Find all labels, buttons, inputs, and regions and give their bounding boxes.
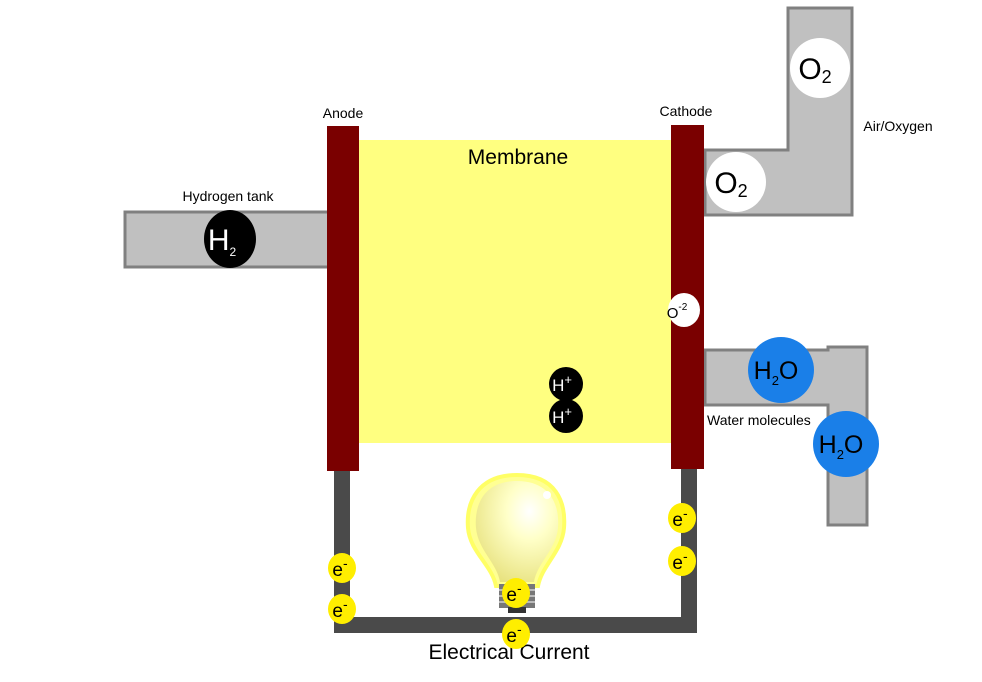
oxygen-molecule: O2	[706, 152, 766, 212]
water-pipe	[703, 345, 869, 527]
svg-text:O2: O2	[714, 167, 747, 201]
svg-text:e-: e-	[332, 596, 348, 622]
anode-electrode	[327, 126, 359, 471]
svg-text:e-: e-	[672, 505, 688, 531]
anode-label: Anode	[323, 105, 364, 121]
svg-text:H+: H+	[552, 372, 572, 395]
oxide-ion: O-2	[667, 293, 700, 327]
electron: e-	[502, 578, 530, 608]
water-molecule: H2O	[813, 411, 879, 477]
svg-text:O-2: O-2	[667, 302, 688, 322]
electron: e-	[668, 503, 696, 533]
svg-text:H2O: H2O	[819, 431, 864, 462]
water-molecule: H2O	[748, 337, 814, 403]
air-oxygen-label: Air/Oxygen	[863, 118, 932, 134]
svg-text:e-: e-	[506, 621, 522, 647]
svg-text:e-: e-	[506, 580, 522, 606]
svg-text:e-: e-	[332, 555, 348, 581]
svg-text:H+: H+	[552, 404, 572, 427]
electron: e-	[668, 546, 696, 576]
hydrogen-molecule: H2	[204, 210, 256, 268]
proton: H+	[549, 367, 583, 401]
svg-text:e-: e-	[672, 548, 688, 574]
electron: e-	[328, 553, 356, 583]
cathode-label: Cathode	[660, 103, 713, 119]
membrane-label: Membrane	[468, 146, 568, 169]
water-molecules-label: Water molecules	[707, 412, 811, 428]
hydrogen-tank-label: Hydrogen tank	[182, 188, 274, 204]
electron: e-	[328, 594, 356, 624]
proton: H+	[549, 399, 583, 433]
electron: e-	[502, 619, 530, 649]
electrical-current-label: Electrical Current	[428, 641, 589, 664]
svg-text:O2: O2	[798, 53, 831, 87]
svg-text:H2: H2	[208, 224, 237, 259]
membrane	[358, 140, 673, 443]
svg-text:H2O: H2O	[754, 357, 799, 388]
oxygen-molecule: O2	[790, 38, 850, 98]
